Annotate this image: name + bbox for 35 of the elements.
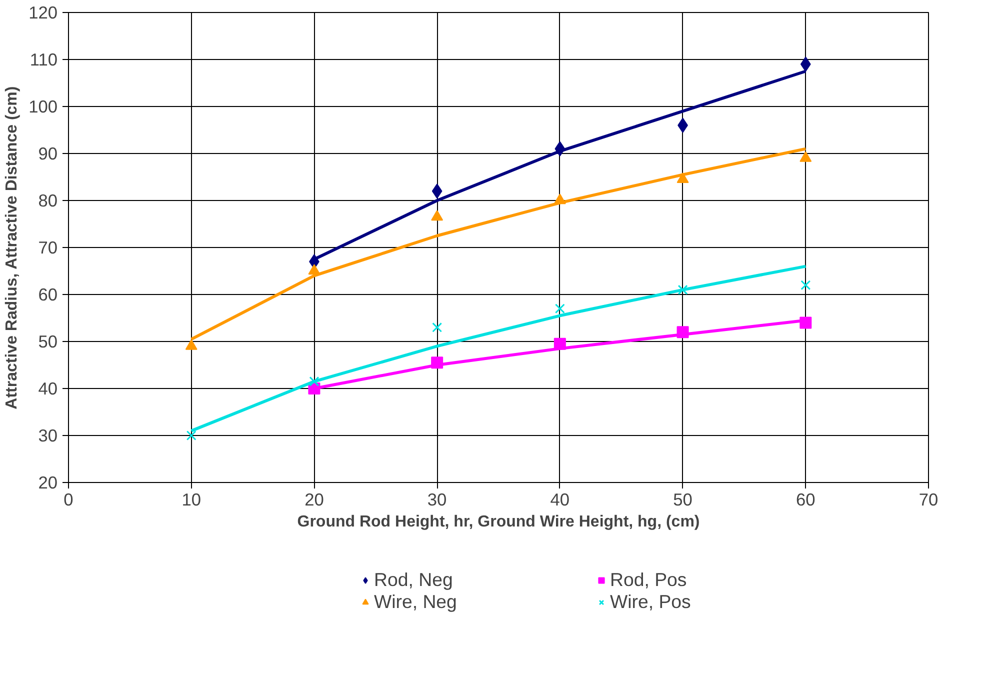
x-tick-label: 70 <box>918 490 938 510</box>
x-axis-title: Ground Rod Height, hr, Ground Wire Height, hg, (cm) <box>297 514 700 530</box>
legend-label: Rod, Neg <box>374 569 454 591</box>
y-tick-label: 30 <box>38 426 58 446</box>
point <box>800 151 812 162</box>
point <box>431 210 444 221</box>
y-tick-label: 50 <box>38 332 58 352</box>
y-tick-label: 60 <box>38 284 58 304</box>
y-tick-label: 40 <box>38 378 58 398</box>
point <box>800 56 811 72</box>
point <box>432 184 442 199</box>
x-tick-label: 50 <box>673 490 692 510</box>
y-tick-label: 80 <box>38 190 58 210</box>
point <box>309 376 320 386</box>
x-tick-label: 0 <box>64 490 74 510</box>
legend-label: Wire, Pos <box>610 591 692 613</box>
legend-label: Wire, Neg <box>374 591 458 613</box>
legend-label: Rod, Pos <box>610 569 688 591</box>
point <box>678 284 688 295</box>
y-tick-label: 120 <box>28 2 58 22</box>
y-tick-label: 90 <box>38 144 58 164</box>
x-tick-label: 20 <box>304 490 324 510</box>
y-tick-label: 110 <box>30 50 58 70</box>
x-tick-label: 10 <box>182 490 201 510</box>
point <box>554 304 565 314</box>
point <box>432 322 442 332</box>
y-axis-title: Attractive Radius, Attractive Distance (cm) <box>4 86 21 410</box>
point <box>186 430 196 440</box>
y-tick-label: 20 <box>38 472 58 492</box>
point <box>800 280 811 290</box>
x-tick-label: 60 <box>796 490 816 510</box>
x-tick-label: 30 <box>427 490 447 510</box>
x-tick-label: 40 <box>550 490 570 510</box>
y-tick-label: 100 <box>28 96 58 116</box>
y-tick-label: 70 <box>38 238 58 258</box>
